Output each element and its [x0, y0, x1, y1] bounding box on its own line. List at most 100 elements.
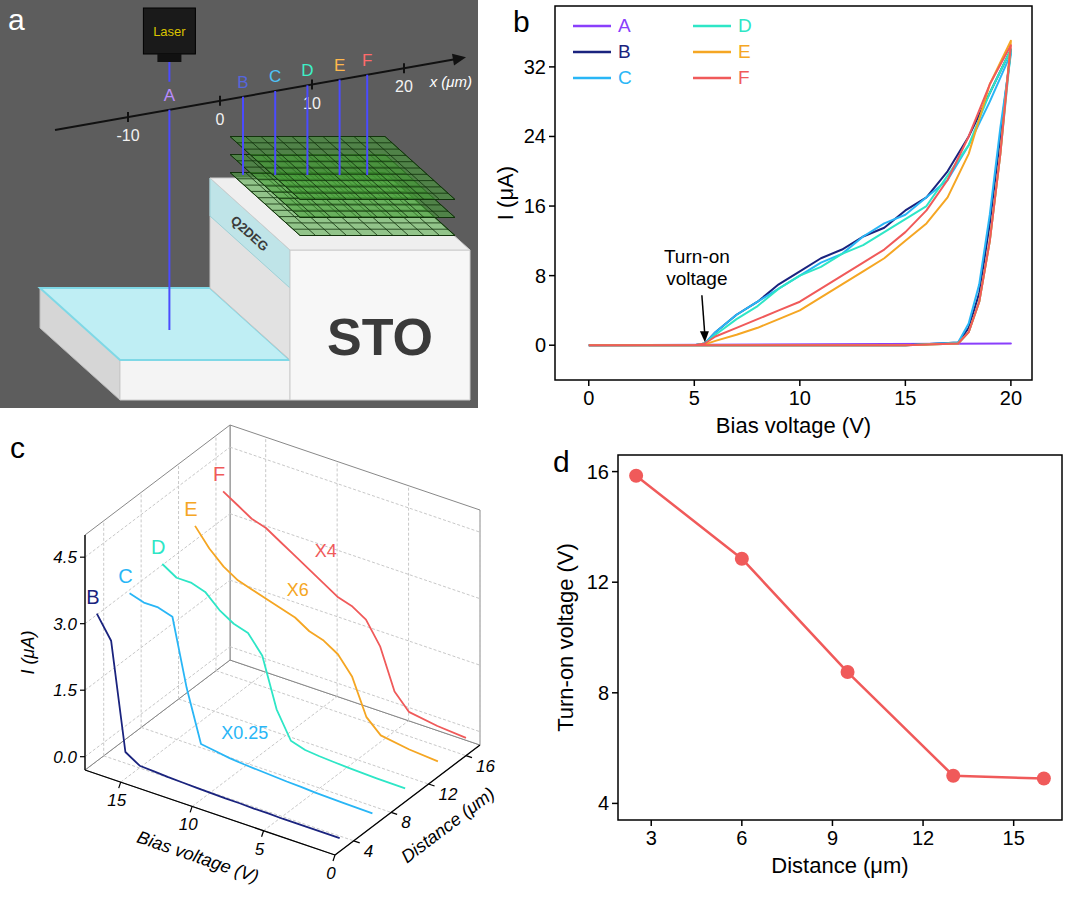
x-tick-label: 20: [395, 78, 413, 95]
scale-label: X0.25: [221, 723, 268, 743]
y-tick: [80, 623, 85, 624]
z-axis-title: Distance (μm): [397, 783, 498, 867]
legend-swatch: [693, 51, 731, 54]
y-tick: [549, 205, 555, 207]
grid-line: [230, 580, 480, 665]
z-tick-label: 12: [439, 785, 458, 804]
x-tick-label: 0: [583, 387, 594, 409]
grid-line: [408, 486, 409, 721]
x-tick: [922, 820, 924, 826]
x-tick-label: 10: [303, 95, 321, 112]
x-tick: [333, 855, 335, 861]
data-area: [97, 491, 466, 838]
x-tick-label: 5: [689, 387, 700, 409]
panel-d: 3691215481216Distance (μm)Turn-on voltag…: [553, 445, 1063, 878]
position-label: F: [362, 51, 372, 70]
substrate-label: STO: [327, 308, 433, 366]
data-point: [946, 769, 960, 783]
grid-line: [230, 514, 480, 599]
x-tick-label: -10: [116, 127, 139, 144]
annotation-line: Turn-on: [664, 246, 730, 267]
crystal-bond: [237, 142, 392, 143]
y-tick: [80, 756, 85, 757]
annotation-arrowhead: [700, 331, 709, 342]
y-tick-label: 4.5: [53, 548, 77, 567]
y-tick-label: 0.0: [53, 748, 77, 767]
series-label: D: [151, 536, 165, 558]
x-tick: [262, 831, 264, 837]
laser-nozzle: [157, 54, 181, 62]
grid-line: [85, 647, 230, 757]
legend-swatch: [573, 25, 611, 28]
series-line: [589, 41, 1011, 345]
crystal-bond: [286, 204, 441, 205]
z-tick-label: 16: [476, 757, 495, 776]
crystal-bond: [272, 174, 427, 175]
x-tick-label: 12: [912, 827, 934, 849]
x-tick: [403, 63, 405, 73]
x-tick: [694, 380, 696, 386]
x-tick: [119, 782, 121, 788]
legend-label: C: [618, 67, 632, 88]
x-tick: [219, 96, 221, 106]
crystal-bond: [244, 149, 399, 150]
data-point: [735, 552, 749, 566]
data-area: [589, 41, 1011, 345]
y-tick: [80, 690, 85, 691]
x-tick-label: 20: [1000, 387, 1022, 409]
legend-label: A: [618, 15, 631, 36]
block-front: [290, 250, 470, 400]
grid-line: [230, 647, 480, 732]
z-tick: [354, 841, 360, 843]
y-tick-label: 1.5: [53, 681, 77, 700]
y-tick-label: 3.0: [53, 615, 77, 634]
y-axis-title: Turn-on voltage (V): [553, 543, 578, 732]
annotation-arrow: [702, 295, 705, 335]
crystal-bond: [286, 186, 441, 187]
grid-line: [179, 699, 429, 784]
series-line: [636, 476, 1044, 779]
data-area: [629, 469, 1051, 786]
series-line: [162, 564, 405, 788]
y-tick-label: 0: [535, 334, 546, 356]
grid-line: [337, 461, 338, 696]
z-tick-label: 8: [401, 813, 411, 832]
x-axis-line: [55, 59, 455, 130]
back-wall: [230, 425, 480, 745]
plot-frame: [555, 6, 1032, 380]
legend-label: E: [738, 41, 751, 62]
position-label: A: [164, 86, 176, 105]
series-label: C: [118, 565, 132, 587]
x-tick-label: 0: [326, 864, 336, 883]
scale-label: X4: [315, 541, 337, 561]
crystal-bond: [286, 222, 441, 223]
series-line: [97, 614, 340, 838]
annotation: Turn-onvoltage: [664, 246, 730, 289]
grid-line: [141, 492, 142, 727]
legend-swatch: [693, 25, 731, 28]
y-tick: [612, 803, 618, 805]
laser-beam: [366, 75, 368, 175]
x-tick-label: 6: [736, 827, 747, 849]
legend-swatch: [573, 51, 611, 54]
x-tick: [588, 380, 590, 386]
x-axis-title: Bias voltage (V): [716, 413, 871, 438]
y-tick: [549, 275, 555, 277]
laser-beam: [339, 80, 341, 175]
crystal-bond: [258, 161, 413, 162]
x-tick: [832, 820, 834, 826]
laser-label: Laser: [153, 24, 186, 39]
y-tick-label: 24: [524, 125, 546, 147]
grid-line: [216, 671, 466, 756]
y-tick-label: 12: [587, 571, 609, 593]
legend-swatch: [693, 77, 731, 80]
y-axis-line: [84, 535, 85, 770]
y-tick-label: 16: [587, 461, 609, 483]
grid-line: [480, 510, 481, 745]
grid-line: [103, 521, 104, 756]
panel-c: 0510154812160.01.53.04.5Bias voltage (V)…: [10, 425, 498, 887]
x-tick-label: 5: [255, 840, 265, 859]
x-tick: [190, 806, 192, 812]
series-label: F: [213, 463, 225, 485]
x-axis-title: x (μm): [429, 73, 472, 90]
